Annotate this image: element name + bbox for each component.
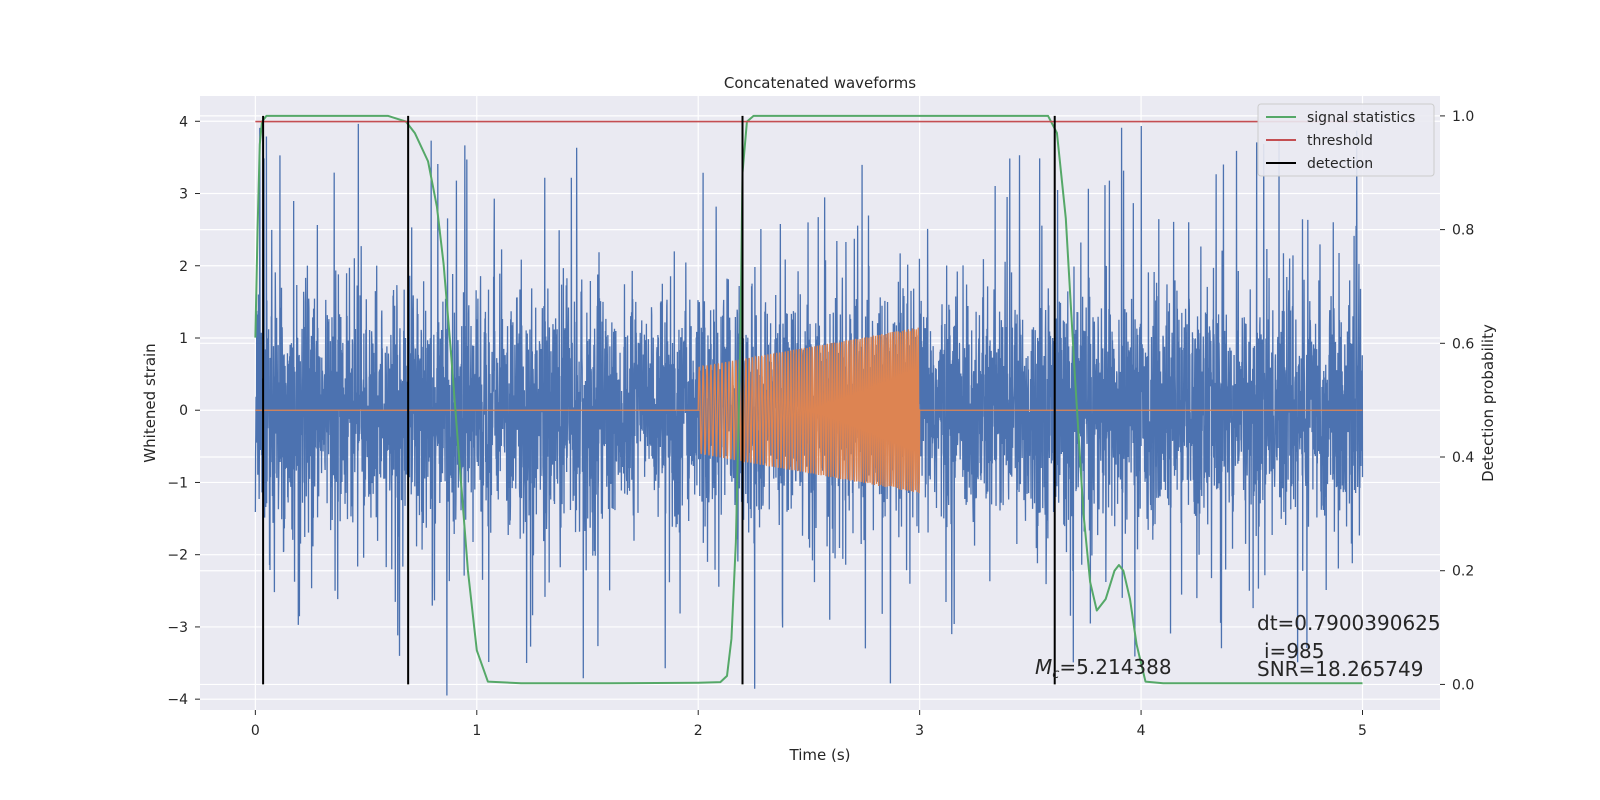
y-tick-label: −1 bbox=[167, 475, 188, 491]
x-tick-label: 1 bbox=[472, 723, 481, 739]
y-right-tick-label: 0.0 bbox=[1452, 677, 1474, 693]
annotation-dt: dt=0.7900390625 bbox=[1257, 611, 1441, 635]
legend-label-detection: detection bbox=[1307, 156, 1373, 172]
x-tick-label: 3 bbox=[915, 723, 924, 739]
injected-signal-series bbox=[255, 327, 1363, 494]
chart-title: Concatenated waveforms bbox=[724, 74, 916, 92]
legend-box bbox=[1257, 103, 1435, 177]
y-tick-label: 1 bbox=[179, 331, 188, 347]
signal-statistics-series bbox=[254, 114, 1363, 685]
x-tick-label: 4 bbox=[1137, 723, 1146, 739]
y-axis-label: Whitened strain bbox=[141, 343, 159, 462]
y-right-tick-label: 0.2 bbox=[1452, 564, 1474, 580]
legend-label-threshold: threshold bbox=[1307, 133, 1373, 149]
y-tick-label: 3 bbox=[179, 187, 188, 203]
y-axis-ticks: −4 −3 −2 −1 0 1 2 3 4 bbox=[167, 114, 200, 708]
injected-signal-line bbox=[255, 327, 1363, 494]
y-tick-label: 2 bbox=[179, 259, 188, 275]
legend: signal statistics threshold detection bbox=[1257, 103, 1435, 177]
annotations: Mc=5.214388 dt=0.7900390625 i=985 SNR=18… bbox=[1035, 611, 1441, 682]
y-right-tick-label: 1.0 bbox=[1452, 109, 1474, 125]
annotation-mc: Mc=5.214388 bbox=[1035, 655, 1172, 682]
x-axis-label: Time (s) bbox=[789, 746, 851, 764]
y-right-axis-label: Detection probability bbox=[1479, 324, 1497, 482]
x-axis-ticks: 0 1 2 3 4 5 bbox=[251, 710, 1367, 739]
y-tick-label: −4 bbox=[167, 692, 188, 708]
y-tick-label: −3 bbox=[167, 620, 188, 636]
y-tick-label: 4 bbox=[179, 114, 188, 130]
y-right-axis-ticks: 0.0 0.2 0.4 0.6 0.8 1.0 bbox=[1440, 109, 1474, 693]
y-right-tick-label: 0.4 bbox=[1452, 450, 1474, 466]
x-tick-label: 0 bbox=[251, 723, 260, 739]
y-tick-label: 0 bbox=[179, 403, 188, 419]
annotation-i: i=985 bbox=[1264, 639, 1325, 663]
x-tick-label: 5 bbox=[1358, 723, 1367, 739]
legend-label-signal-statistics: signal statistics bbox=[1307, 110, 1415, 126]
signal-statistics-line bbox=[254, 114, 1363, 685]
annotation-snr: SNR=18.265749 bbox=[1257, 657, 1423, 681]
y-right-tick-label: 0.6 bbox=[1452, 336, 1474, 352]
y-tick-label: −2 bbox=[167, 548, 188, 564]
y-right-tick-label: 0.8 bbox=[1452, 223, 1474, 239]
x-tick-label: 2 bbox=[694, 723, 703, 739]
detection-series bbox=[262, 115, 1056, 685]
